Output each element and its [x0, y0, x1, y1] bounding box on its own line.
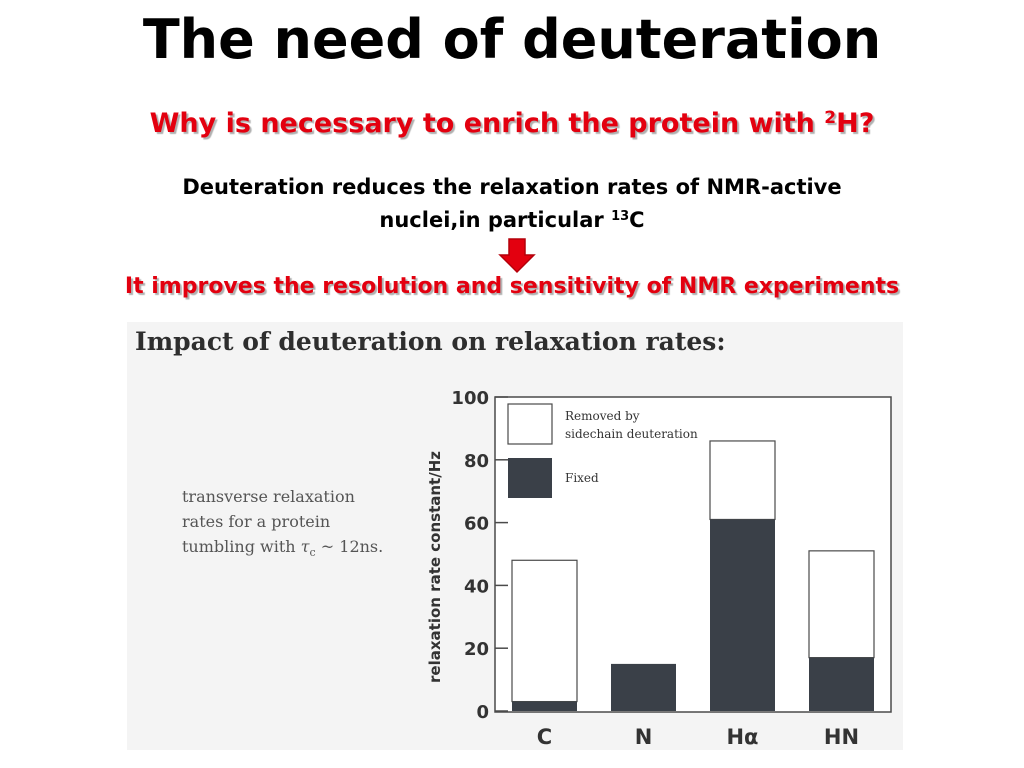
category-label: C [537, 725, 552, 749]
legend-removed-line-1: Removed by [565, 409, 640, 423]
category-label: N [635, 725, 653, 749]
bar-removed [709, 440, 776, 521]
bar-fixed [512, 701, 577, 711]
bar-fixed [809, 657, 874, 711]
bar-removed [511, 559, 578, 703]
note-line-3-text: tumbling with [182, 537, 301, 556]
question-tail: H? [836, 108, 875, 139]
body-line-2-text: nuclei,in particular [379, 208, 612, 232]
body-line-2-superscript: 13 [611, 209, 630, 224]
y-tick-label: 20 [464, 639, 489, 660]
y-tick-label: 100 [451, 388, 489, 409]
slide-title: The need of deuteration [142, 8, 882, 71]
note-line-2: rates for a protein [182, 512, 330, 531]
legend-removed-line-2: sidechain deuteration [565, 427, 698, 441]
category-label: HN [824, 725, 859, 749]
relaxation-chart: Impact of deuteration on relaxation rate… [135, 327, 892, 749]
note-tau: τ [301, 537, 311, 556]
legend-fixed-label: Fixed [565, 471, 599, 485]
bar-fixed [710, 519, 775, 711]
legend: Removed by sidechain deuteration Fixed [507, 403, 698, 498]
body-line-2-tail: C [629, 208, 645, 232]
question-text: Why is necessary to enrich the protein w… [149, 108, 825, 139]
figure-title: Impact of deuteration on relaxation rate… [135, 327, 726, 356]
question-heading: Why is necessary to enrich the protein w… [0, 108, 1024, 139]
bar-removed [808, 550, 875, 659]
legend-swatch-fixed [508, 458, 552, 498]
body-line-2: nuclei,in particular 13C [90, 202, 934, 235]
y-tick-label: 60 [464, 514, 489, 535]
body-line-1: Deuteration reduces the relaxation rates… [182, 175, 842, 199]
note-line-1: transverse relaxation [182, 487, 355, 506]
bar-fixed [611, 663, 676, 711]
y-tick-label: 0 [476, 702, 489, 723]
bars [511, 440, 875, 711]
note-tau-sub: c [310, 546, 316, 559]
body-text: Deuteration reduces the relaxation rates… [90, 172, 934, 235]
category-labels: C N Hα HN [537, 725, 859, 749]
relaxation-figure: Impact of deuteration on relaxation rate… [127, 322, 903, 750]
legend-swatch-removed [507, 403, 553, 445]
y-tick-label: 40 [464, 576, 489, 597]
category-label: Hα [726, 725, 758, 749]
conclusion-text: It improves the resolution and sensitivi… [124, 274, 900, 299]
note-line-3: tumbling with τc ~ 12ns. [182, 537, 383, 559]
note-line-3-tail: ~ 12ns. [316, 537, 384, 556]
y-tick-label: 80 [464, 451, 489, 472]
question-superscript: 2 [824, 108, 837, 128]
y-axis-title: relaxation rate constant/Hz [426, 451, 444, 683]
down-arrow-icon [498, 238, 536, 274]
y-axis: 0 20 40 60 80 100 [451, 388, 508, 723]
